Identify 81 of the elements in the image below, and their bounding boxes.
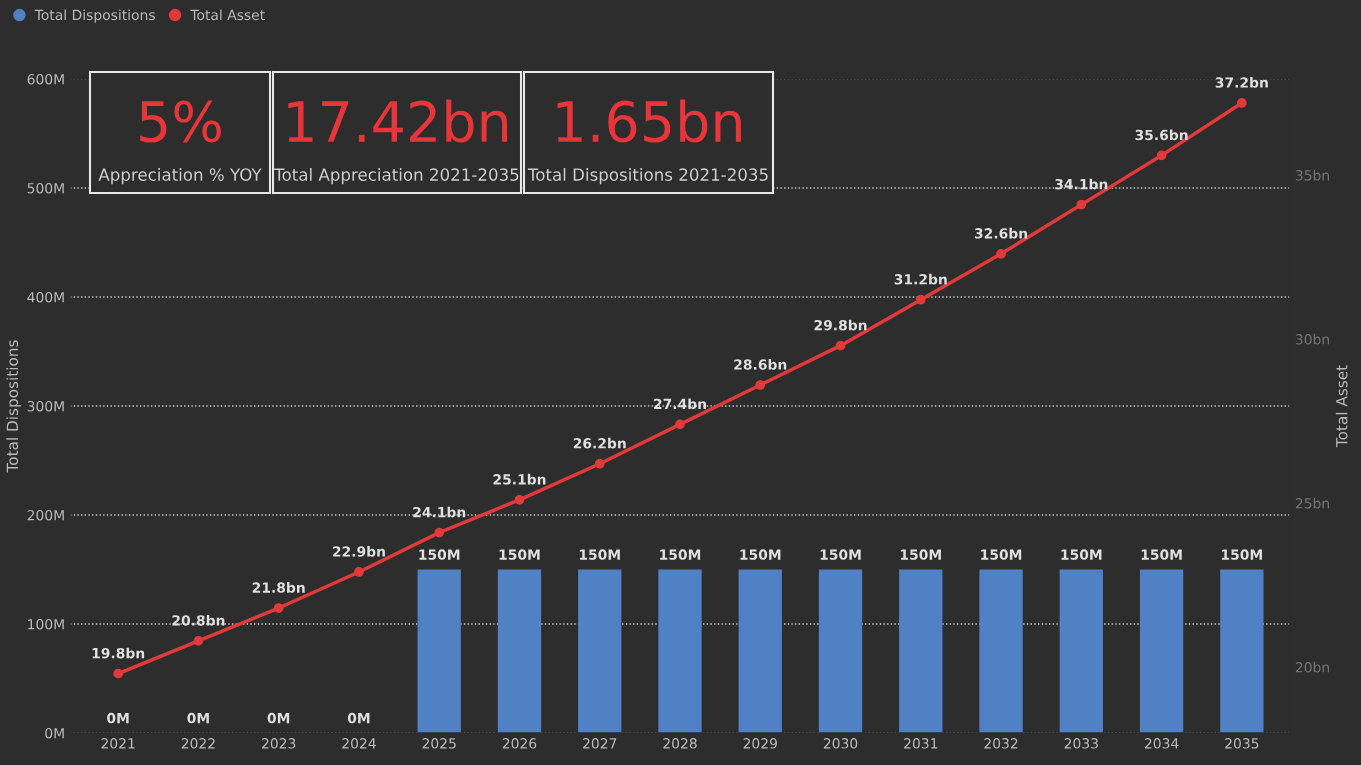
y2-tick-label: 35bn xyxy=(1295,169,1329,181)
data-label: 26.2bn xyxy=(573,437,626,449)
y2-tick-label: 30bn xyxy=(1295,333,1329,345)
point xyxy=(1236,98,1247,108)
data-label: 19.8bn xyxy=(92,647,145,659)
x-tick-label: 2033 xyxy=(1064,738,1098,749)
y2-tick-label: 20bn xyxy=(1295,661,1329,673)
x-tick-label: 2022 xyxy=(181,738,215,749)
data-label: 150M xyxy=(1222,549,1262,560)
point xyxy=(594,458,605,469)
y-tick-label: 400M xyxy=(27,291,64,303)
point xyxy=(675,419,685,430)
y-tick-label: 300M xyxy=(27,400,64,412)
data-label: 35.6bn xyxy=(1135,129,1188,141)
data-label: 24.1bn xyxy=(413,506,466,518)
annotation: 5% xyxy=(140,100,221,143)
point xyxy=(113,668,124,679)
x-tick-label: 2025 xyxy=(422,738,456,749)
point xyxy=(835,340,846,351)
legend-label: Total Dispositions xyxy=(34,9,155,23)
data-label: 27.4bn xyxy=(654,398,706,410)
data-label: 20.8bn xyxy=(172,614,225,626)
y2-axis-title: Total Asset xyxy=(1335,365,1348,448)
data-label: 32.6bn xyxy=(974,227,1028,239)
point xyxy=(434,527,445,538)
x-tick-label: 2031 xyxy=(904,738,938,749)
data-label: 25.1bn xyxy=(493,473,546,485)
point xyxy=(915,294,926,305)
data-label: 150M xyxy=(740,549,781,560)
point xyxy=(755,380,766,390)
x-tick-label: 2021 xyxy=(101,738,135,749)
x-tick-label: 2029 xyxy=(743,738,777,749)
x-tick-label: 2027 xyxy=(583,738,617,749)
annotation: Total Appreciation 2021-2035 xyxy=(274,167,519,185)
point xyxy=(354,567,364,577)
annotation: Total Dispositions 2021-2035 xyxy=(527,167,768,185)
y-tick-label: 200M xyxy=(27,509,64,521)
data-label: 150M xyxy=(1141,549,1182,560)
y-tick-label: 100M xyxy=(28,618,64,630)
y-tick-label: 0M xyxy=(45,727,64,739)
data-label: 0M xyxy=(267,712,290,724)
x-tick-label: 2024 xyxy=(342,738,376,749)
x-tick-label: 2028 xyxy=(663,738,697,749)
y-tick-label: 500M xyxy=(27,182,64,194)
legend-label: Total Asset xyxy=(190,9,265,21)
data-label: 34.1bn xyxy=(1055,178,1108,190)
y-tick-label: 600M xyxy=(27,73,64,85)
data-label: 150M xyxy=(499,549,540,560)
data-label: 150M xyxy=(419,549,460,560)
data-label: 150M xyxy=(820,549,861,560)
x-tick-label: 2030 xyxy=(823,738,858,749)
data-label: 37.2bn xyxy=(1215,77,1268,88)
data-label: 0M xyxy=(347,712,370,724)
data-label: 28.6bn xyxy=(734,359,787,370)
data-label: 0M xyxy=(107,712,129,724)
data-label: 150M xyxy=(660,549,701,560)
x-tick-label: 2035 xyxy=(1225,738,1259,749)
x-tick-label: 2032 xyxy=(984,738,1018,749)
data-label: 29.8bn xyxy=(814,319,867,331)
data-label: 150M xyxy=(981,549,1022,560)
data-label: 22.9bn xyxy=(333,546,385,557)
y2-tick-label: 25bn xyxy=(1295,497,1329,509)
annotation: Appreciation % YOY xyxy=(98,167,262,185)
point xyxy=(273,603,284,613)
x-tick-label: 2034 xyxy=(1144,738,1179,749)
point xyxy=(1076,199,1087,210)
data-label: 150M xyxy=(1061,549,1102,560)
annotation: 1.65bn xyxy=(557,99,741,143)
data-label: 0M xyxy=(187,712,209,724)
x-tick-label: 2026 xyxy=(502,738,537,749)
x-tick-label: 2023 xyxy=(262,738,296,749)
data-label: 31.2bn xyxy=(894,273,947,285)
data-label: 150M xyxy=(579,549,620,560)
point xyxy=(996,248,1006,259)
annotation: 17.42bn xyxy=(288,99,508,143)
data-label: 21.8bn xyxy=(252,582,305,593)
point xyxy=(193,635,204,646)
data-label: 150M xyxy=(900,549,941,560)
point xyxy=(514,494,525,505)
y-axis-title: Total Dispositions xyxy=(6,340,22,473)
point xyxy=(1156,150,1167,161)
